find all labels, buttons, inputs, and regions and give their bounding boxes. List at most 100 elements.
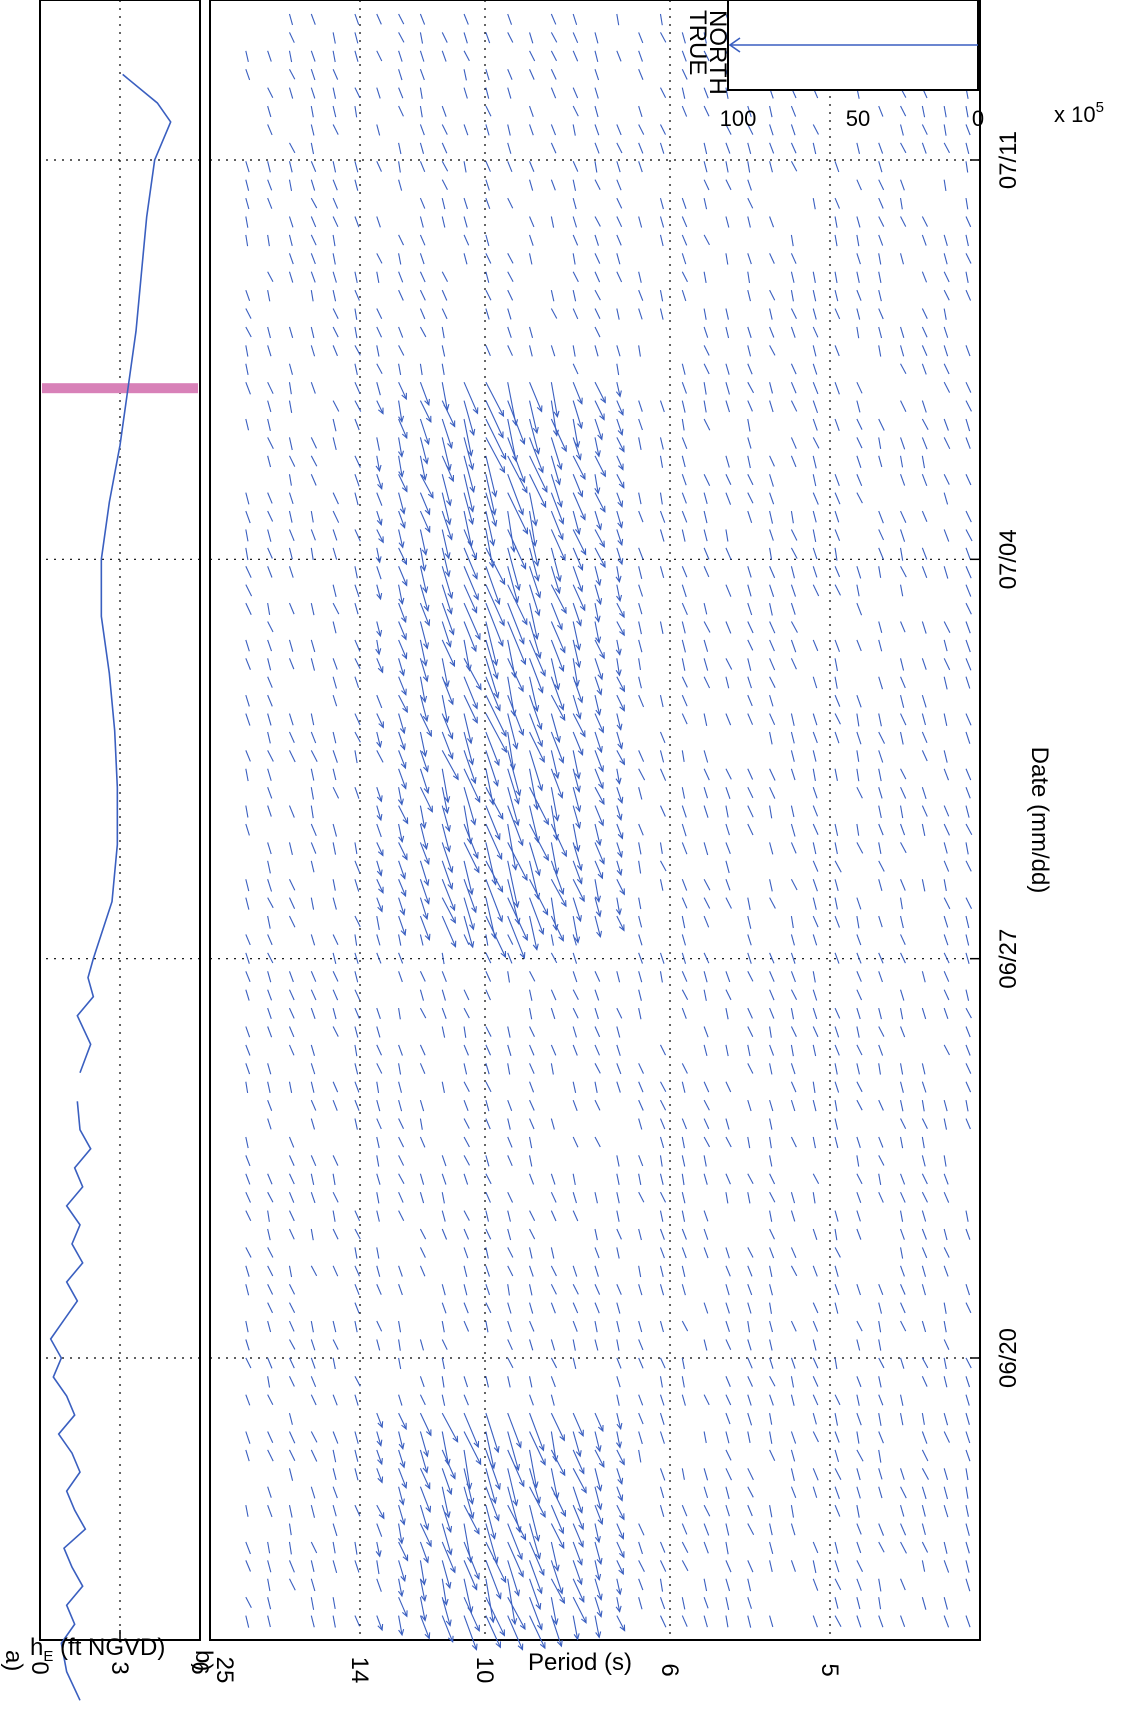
quiver-arrow <box>485 1118 491 1130</box>
quiver-arrow <box>441 1523 452 1555</box>
quiver-arrow <box>419 1099 425 1112</box>
quiver-arrow <box>529 1394 534 1406</box>
quiver-arrow <box>550 474 562 507</box>
quiver-arrow <box>921 308 928 320</box>
quiver-arrowhead <box>521 618 528 626</box>
quiver-arrow <box>943 750 948 763</box>
quiver-arrow <box>965 1007 972 1019</box>
quiver-arrowhead <box>399 507 406 515</box>
quiver-arrow <box>900 1118 907 1129</box>
quiver-arrow <box>441 897 456 924</box>
quiver-arrow <box>441 971 447 983</box>
quiver-arrow <box>900 879 906 891</box>
quiver-arrow <box>703 897 711 909</box>
quiver-arrow <box>638 1228 642 1241</box>
quiver-arrow <box>900 934 906 946</box>
quiver-arrow <box>790 105 797 117</box>
quiver-arrow <box>943 105 947 118</box>
quiver-arrow <box>747 179 752 191</box>
quiver-arrow <box>463 1486 474 1519</box>
quiver-arrow <box>812 290 817 302</box>
quiver-arrow <box>441 161 449 172</box>
quiver-arrowhead <box>543 818 549 826</box>
quiver-arrow <box>572 676 583 703</box>
quiver-arrow <box>638 915 643 928</box>
quiver-arrow <box>878 1155 885 1166</box>
quiver-arrow <box>681 584 687 598</box>
quiver-arrowhead <box>576 1578 583 1586</box>
quiver-arrow <box>528 602 538 639</box>
quiver-arrow <box>790 437 797 449</box>
quiver-arrowhead <box>377 1476 384 1484</box>
quiver-arrow <box>288 1505 293 1518</box>
quiver-arrow <box>790 658 797 670</box>
quiver-arrow <box>703 1136 711 1148</box>
quiver-arrow <box>419 69 425 81</box>
quiver-arrow <box>769 989 775 1001</box>
quiver-arrow <box>507 345 513 356</box>
quiver-arrow <box>659 290 664 302</box>
quiver-arrowhead <box>559 1434 565 1442</box>
quiver-arrow <box>594 897 601 917</box>
quiver-arrowhead <box>576 619 582 627</box>
quiver-arrowhead <box>452 773 459 781</box>
quiver-arrow <box>485 161 491 172</box>
quiver-arrow <box>550 842 558 874</box>
quiver-arrow <box>594 1578 602 1600</box>
quiver-arrow <box>681 639 686 653</box>
quiver-arrowhead <box>577 422 583 430</box>
quiver-arrowhead <box>471 645 477 653</box>
quiver-arrowhead <box>575 1450 582 1458</box>
quiver-arrow <box>965 547 971 560</box>
quiver-arrow <box>943 492 949 505</box>
quiver-arrow <box>354 860 361 874</box>
quiver-arrowhead <box>475 1458 482 1466</box>
quiver-arrow <box>572 197 577 210</box>
quiver-arrow <box>376 1541 381 1557</box>
quiver-arrow <box>485 1376 490 1388</box>
quiver-arrow <box>769 547 773 560</box>
quiver-arrow <box>310 1320 314 1333</box>
quiver-arrow <box>790 584 797 597</box>
quiver-arrow <box>790 271 795 283</box>
quiver-arrow <box>681 1173 685 1186</box>
quiver-arrow <box>485 455 497 497</box>
quiver-arrow <box>485 1044 492 1056</box>
quiver-arrow <box>900 363 907 375</box>
quiver-arrow <box>463 1081 470 1093</box>
quiver-arrow <box>288 400 293 413</box>
quiver-arrow <box>965 805 970 818</box>
quiver-arrow <box>354 474 360 487</box>
quiver-arrow <box>659 1394 665 1406</box>
quiver-arrow <box>507 1063 511 1075</box>
quiver-arrowhead <box>618 924 625 932</box>
quiver-arrow <box>550 1504 564 1534</box>
quiver-arrow <box>441 1376 445 1388</box>
quiver-arrow <box>899 1100 904 1112</box>
quiver-arrow <box>419 713 432 737</box>
quiver-arrowhead <box>595 708 602 717</box>
quiver-arrow <box>507 621 526 665</box>
quiver-arrow <box>703 1596 709 1609</box>
quiver-arrow <box>943 124 947 136</box>
quiver-arrow <box>550 345 556 357</box>
quiver-arrowhead <box>401 782 407 790</box>
quiver-arrow <box>376 934 381 946</box>
quiver-arrow <box>485 437 505 473</box>
quiver-arrowhead <box>466 737 473 745</box>
quiver-arrow <box>900 1320 907 1332</box>
quiver-arrowhead <box>444 570 451 578</box>
quiver-arrow <box>703 345 710 356</box>
quiver-arrowhead <box>596 688 603 696</box>
quiver-arrowhead <box>596 1503 603 1511</box>
quiver-arrow <box>943 621 951 633</box>
quiver-arrow <box>398 510 406 528</box>
quiver-arrow <box>572 1357 577 1370</box>
quiver-arrow <box>376 1026 381 1038</box>
quiver-arrow <box>812 492 819 505</box>
quiver-arrowhead <box>401 579 408 587</box>
quiver-arrow <box>463 197 469 210</box>
quiver-arrowhead <box>553 814 560 822</box>
quiver-arrowhead <box>574 527 581 536</box>
quiver-arrow <box>310 1486 316 1499</box>
